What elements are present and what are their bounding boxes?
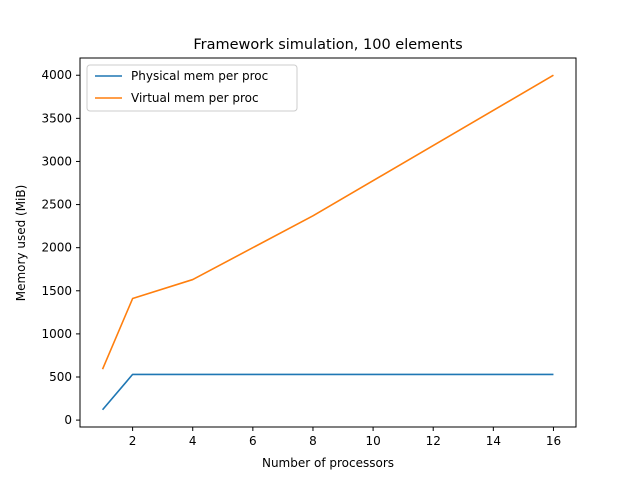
y-axis-ticks: 0 500 1000 1500 2000 2500 3000 3500 4000 [41,68,80,427]
y-axis-label: Memory used (MiB) [14,185,28,302]
series-line-physical-mem-per-proc [101,373,554,411]
legend-label-virtual: Virtual mem per proc [131,91,259,105]
legend: Physical mem per proc Virtual mem per pr… [86,64,298,112]
axes-frame [79,57,577,428]
x-tick-label: 12 [426,434,441,448]
y-tick-label: 1500 [41,284,72,298]
chart-title: Framework simulation, 100 elements [193,37,462,53]
x-tick-label: 6 [249,434,257,448]
x-tick-label: 16 [546,434,561,448]
y-tick-label: 1000 [41,327,72,341]
legend-box [86,64,298,112]
legend-label-physical: Physical mem per proc [131,69,268,83]
y-tick-label: 0 [64,413,72,427]
x-tick-label: 8 [309,434,317,448]
x-axis-ticks: 2 4 6 8 10 12 14 16 [129,427,561,448]
series-line-virtual-mem-per-proc [101,74,554,370]
y-tick-label: 4000 [41,68,72,82]
x-tick-label: 10 [365,434,380,448]
y-tick-label: 2500 [41,198,72,212]
x-tick-label: 4 [189,434,197,448]
x-tick-label: 14 [486,434,501,448]
y-tick-label: 2000 [41,241,72,255]
x-axis-label: Number of processors [262,456,394,470]
y-tick-label: 3500 [41,111,72,125]
plot-series-group [101,74,554,411]
x-tick-label: 2 [129,434,137,448]
y-tick-label: 500 [49,370,72,384]
y-tick-label: 3000 [41,154,72,168]
